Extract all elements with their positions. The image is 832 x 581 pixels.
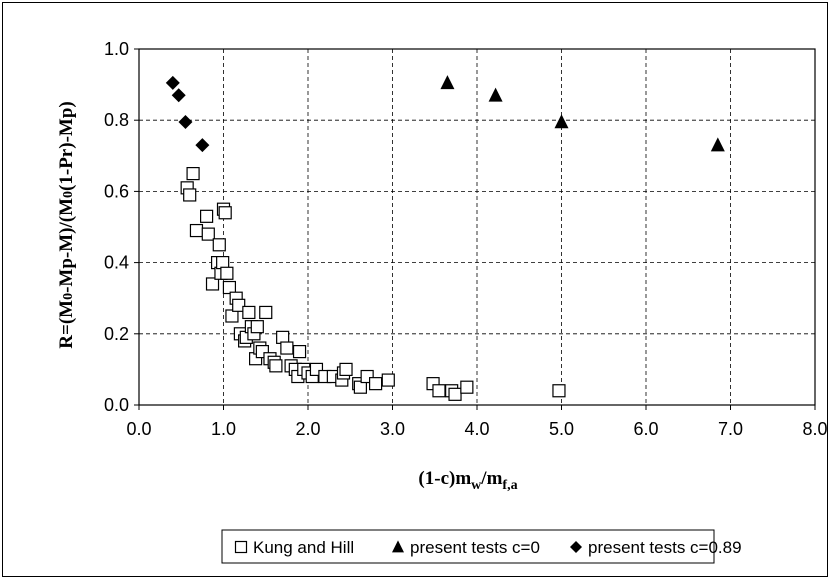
x-tick-label: 8.0 bbox=[802, 419, 827, 439]
triangle-marker bbox=[488, 87, 503, 102]
square-marker bbox=[432, 384, 446, 398]
x-tick-label: 6.0 bbox=[633, 419, 658, 439]
diamond-marker bbox=[178, 114, 193, 129]
square-marker bbox=[448, 387, 462, 401]
square-marker bbox=[250, 320, 264, 334]
legend: Kung and Hill present tests c=0 present te… bbox=[221, 529, 742, 564]
square-marker bbox=[201, 227, 215, 241]
y-tick-label: 0.2 bbox=[104, 324, 129, 344]
square-marker bbox=[189, 223, 204, 238]
square-marker bbox=[460, 380, 474, 394]
x-tick-label: 5.0 bbox=[549, 419, 574, 439]
diamond-marker bbox=[171, 88, 186, 103]
y-tick-label: 0.0 bbox=[104, 395, 129, 415]
triangle-marker bbox=[554, 114, 569, 129]
x-tick-label: 7.0 bbox=[718, 419, 743, 439]
square-marker bbox=[200, 209, 214, 223]
legend-label: Kung and Hill bbox=[253, 538, 354, 557]
x-tick-label: 1.0 bbox=[211, 419, 236, 439]
y-tick-label: 0.6 bbox=[104, 181, 129, 201]
square-marker bbox=[369, 377, 383, 391]
legend-triangle-icon bbox=[392, 540, 404, 553]
y-tick-label: 0.8 bbox=[104, 110, 129, 130]
y-tick-label: 1.0 bbox=[104, 39, 129, 59]
legend-label: present tests c=0 bbox=[410, 538, 540, 557]
square-marker bbox=[339, 362, 353, 376]
square-marker bbox=[552, 384, 566, 398]
square-marker bbox=[280, 341, 294, 355]
y-tick-label: 0.4 bbox=[104, 253, 129, 273]
diamond-marker bbox=[195, 138, 210, 153]
legend-label: present tests c=0.89 bbox=[588, 538, 742, 557]
square-marker bbox=[186, 167, 200, 181]
square-marker bbox=[218, 206, 232, 220]
triangle-marker bbox=[710, 137, 725, 152]
square-marker bbox=[183, 188, 197, 202]
diamond-marker bbox=[165, 75, 180, 90]
data-points bbox=[165, 75, 725, 401]
x-tick-label: 3.0 bbox=[380, 419, 405, 439]
square-marker bbox=[292, 345, 307, 359]
square-marker bbox=[222, 280, 237, 295]
square-marker bbox=[381, 373, 395, 387]
square-marker bbox=[353, 380, 367, 394]
x-tick-label: 0.0 bbox=[126, 419, 151, 439]
x-tick-label: 2.0 bbox=[295, 419, 320, 439]
square-marker bbox=[225, 309, 239, 323]
square-marker bbox=[212, 238, 226, 252]
legend-box bbox=[221, 529, 715, 564]
axis-ticks: 0.0 1.0 2.0 3.0 4.0 5.0 6.0 7.0 8.0 0.0 0.2 0.4 0.6 0… bbox=[104, 39, 828, 439]
square-marker bbox=[232, 298, 246, 312]
triangle-marker bbox=[440, 75, 455, 90]
square-marker bbox=[242, 305, 256, 320]
legend-diamond-icon bbox=[570, 541, 582, 553]
square-marker bbox=[220, 266, 234, 280]
grid-lines bbox=[139, 49, 815, 405]
square-marker bbox=[269, 359, 283, 373]
legend-square-icon bbox=[234, 540, 248, 554]
x-tick-label: 4.0 bbox=[464, 419, 489, 439]
y-axis-title: R=(M0-Mp-M)/(M0(1-Pr)-Mp) bbox=[56, 101, 77, 348]
x-axis-title: (1-c)mw/mf,a bbox=[418, 468, 517, 493]
square-marker bbox=[205, 277, 220, 291]
square-marker bbox=[259, 305, 273, 320]
